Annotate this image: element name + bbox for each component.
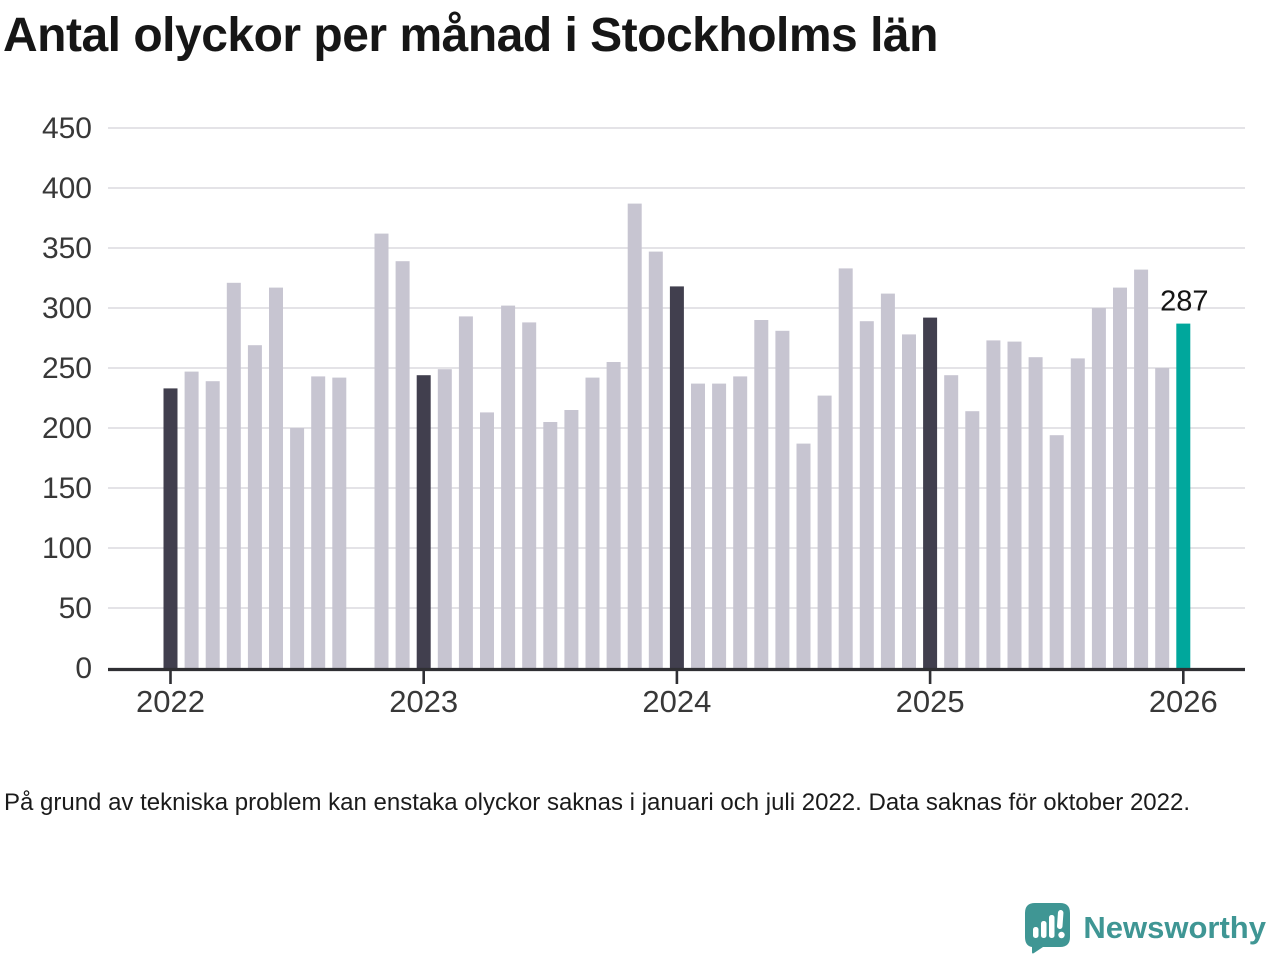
y-tick-label-100: 100 [42,532,92,565]
y-tick-label-400: 400 [42,172,92,205]
bar-2025-06 [1028,357,1043,668]
x-tick-label-2025: 2025 [896,684,965,719]
bar-2025-09 [1091,308,1106,668]
y-tick-label-350: 350 [42,232,92,265]
x-tick-label-2024: 2024 [642,684,711,719]
bar-2022-01 [163,388,178,668]
x-tick-label-2023: 2023 [389,684,458,719]
bar-2023-01 [416,375,431,668]
bar-2023-10 [606,362,621,668]
bar-2022-06 [269,287,283,668]
bar-2022-08 [311,376,326,668]
bar-2024-02 [691,383,705,668]
y-tick-label-150: 150 [42,472,92,505]
bar-2025-12 [1155,368,1170,668]
y-tick-label-200: 200 [42,412,92,445]
bar-2025-07 [1049,435,1064,668]
x-tick-label-2026: 2026 [1149,684,1218,719]
bar-2025-01 [923,317,938,668]
bar-value-annotation: 287 [1160,286,1208,318]
newsworthy-bubble-chart-icon [1025,903,1071,954]
bar-2022-12 [395,261,410,668]
bar-2023-02 [437,369,452,668]
bar-2022-07 [290,428,305,668]
y-tick-label-450: 450 [42,112,92,145]
bar-2024-07 [796,443,811,668]
bar-2023-09 [585,377,600,668]
bar-2023-07 [543,422,558,668]
y-tick-label-250: 250 [42,352,92,385]
footnote: På grund av tekniska problem kan enstaka… [4,789,1191,816]
bar-2022-03 [205,381,220,668]
bar-2025-03 [965,411,980,668]
bar-2022-05 [247,345,262,668]
bar-2023-08 [564,410,579,668]
bar-2024-10 [859,321,874,668]
chart-title: Antal olyckor per månad i Stockholms län [3,9,938,62]
bar-2024-05 [754,320,769,668]
bar-2026-01 [1176,323,1191,668]
bar-2025-05 [1007,341,1022,668]
bar-2025-08 [1070,358,1085,668]
newsworthy-logo-text: Newsworthy [1083,910,1266,945]
bar-2023-03 [458,316,473,668]
bar-2022-09 [332,377,347,668]
bar-2024-08 [817,395,832,668]
y-tick-label-50: 50 [59,592,92,625]
bar-2024-01 [669,286,684,668]
bar-2024-06 [775,330,790,668]
bar-chart: 0 50 100 150 200 250 300 350 400 450 2022 2023 2024 2… [42,112,1245,719]
bar-2023-12 [648,251,663,668]
bar-2022-04 [226,282,241,668]
bar-2022-02 [184,371,199,668]
bar-2025-02 [944,375,959,668]
bar-2023-04 [480,412,494,668]
bar-2024-09 [838,268,853,668]
bar-2023-06 [522,322,537,668]
bar-2024-11 [880,293,895,668]
bar-2023-11 [627,203,642,668]
bar-2025-11 [1134,269,1149,668]
bar-2024-12 [902,334,916,668]
newsworthy-logo: Newsworthy [1024,902,1266,954]
y-tick-label-0: 0 [75,652,92,685]
bar-2025-04 [986,340,1001,668]
bar-2024-04 [733,376,748,668]
bar-2022-11 [374,233,389,668]
bar-2025-10 [1113,287,1127,668]
x-tick-label-2022: 2022 [136,684,205,719]
y-tick-label-300: 300 [42,292,92,325]
bar-2024-03 [712,383,727,668]
bar-2023-05 [501,305,516,668]
